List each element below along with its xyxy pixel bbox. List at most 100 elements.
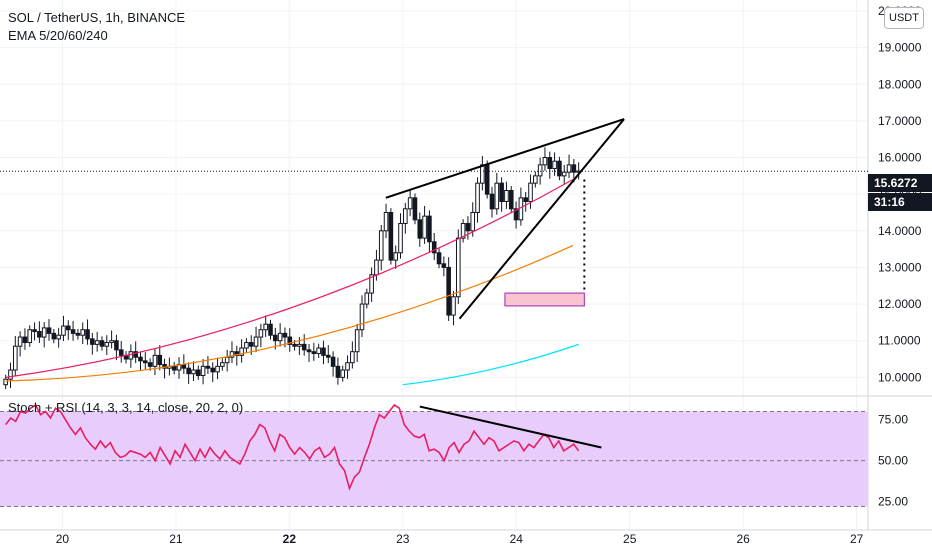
candle-body (114, 340, 119, 351)
candle (200, 359, 206, 385)
candle-body (220, 362, 225, 367)
candle-body (393, 252, 398, 261)
candle-body (90, 338, 95, 345)
candle-body (215, 365, 220, 373)
candle-body (200, 365, 206, 377)
candle-body (378, 230, 384, 261)
candle-body (287, 336, 293, 345)
candle-body (374, 259, 379, 276)
time-axis-label: 26 (737, 532, 751, 546)
candle (13, 335, 18, 376)
candle-body (85, 329, 90, 340)
candle-body (118, 349, 124, 356)
candle-body (508, 190, 514, 210)
candle (253, 326, 259, 353)
candle-body (537, 164, 543, 177)
candle-body (61, 325, 66, 336)
candle (22, 328, 28, 350)
candle-body (422, 215, 427, 239)
candle-body (489, 193, 495, 210)
candle (17, 331, 23, 357)
candle-body (282, 332, 288, 338)
candle (162, 358, 167, 379)
candle (484, 160, 490, 199)
candle-body (441, 263, 447, 268)
currency-button[interactable]: USDT (884, 7, 924, 29)
candle (287, 328, 293, 352)
candle-body (325, 354, 331, 358)
candle-body (403, 208, 408, 224)
candle (157, 345, 163, 371)
candle (451, 290, 456, 326)
time-axis-label: 23 (396, 532, 410, 546)
candle-body (552, 160, 557, 170)
candle-body (224, 356, 230, 364)
candle-body (273, 334, 278, 342)
candle (378, 224, 384, 271)
candle-body (41, 327, 47, 338)
candle (220, 358, 225, 371)
candle-body (27, 329, 33, 344)
candle (345, 355, 350, 379)
candle (94, 331, 100, 352)
candle (499, 177, 504, 212)
candle (504, 181, 509, 209)
candle-body (13, 345, 18, 371)
candle (354, 323, 360, 362)
candle-body (37, 331, 42, 338)
candle-body (513, 208, 519, 221)
candle-body (345, 362, 350, 371)
ema-legend[interactable]: EMA 5/20/60/240 (8, 28, 108, 43)
candle-body (46, 327, 52, 334)
candle (306, 344, 312, 362)
candle-body (557, 160, 562, 177)
rsi-band (0, 411, 868, 507)
candle (70, 320, 76, 341)
rsi-line (5, 403, 580, 491)
candle-body (460, 222, 466, 239)
candle-body (528, 182, 533, 202)
candle (186, 362, 191, 384)
candle (27, 325, 33, 347)
candle-body (547, 157, 553, 170)
candle (398, 213, 403, 259)
candle (215, 357, 220, 380)
time-axis-label: 22 (283, 532, 297, 546)
candle-body (316, 347, 321, 355)
candle-body (239, 347, 244, 356)
price-axis-label: 17.0000 (878, 114, 922, 128)
candle-body (335, 365, 341, 378)
oscillator-legend: Stoch + RSI (14, 3, 3, 14, close, 20, 2,… (8, 400, 243, 415)
candle-body (195, 369, 201, 377)
candle-body (431, 241, 437, 254)
price-axis-label: 19.0000 (878, 41, 922, 55)
candle-body (566, 164, 572, 173)
candle-body (417, 219, 423, 239)
candle-body (75, 332, 81, 336)
candle-body (561, 171, 567, 177)
candle (557, 156, 562, 181)
candle (268, 319, 273, 340)
candle-body (306, 349, 312, 353)
rsi-axis-label: 75.00 (878, 413, 908, 427)
candle (441, 256, 447, 277)
candle (513, 201, 519, 229)
candle (403, 202, 408, 234)
candle (335, 357, 341, 385)
ema-line (402, 343, 579, 386)
candle-body (470, 211, 476, 232)
candle-body (412, 197, 418, 221)
candle-body (268, 323, 273, 336)
candle (128, 344, 134, 368)
price-axis-label: 13.0000 (878, 260, 922, 274)
symbol-legend[interactable]: SOL / TetherUS, 1h, BINANCE (8, 10, 186, 25)
price-axis-label: 16.0000 (878, 151, 922, 165)
candle (234, 345, 240, 366)
candle-body (398, 222, 403, 254)
candle (422, 205, 427, 244)
candle (350, 341, 355, 369)
price-axis-label: 14.0000 (878, 224, 922, 238)
price-axis-label: 12.0000 (878, 297, 922, 311)
candle (239, 339, 244, 363)
